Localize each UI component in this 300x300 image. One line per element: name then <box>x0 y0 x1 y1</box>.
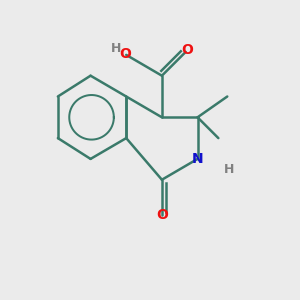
Text: H: H <box>224 163 234 176</box>
Text: H: H <box>111 42 121 55</box>
Text: O: O <box>156 208 168 222</box>
Text: O: O <box>119 47 131 61</box>
Text: O: O <box>181 44 193 57</box>
Text: N: N <box>192 152 203 166</box>
